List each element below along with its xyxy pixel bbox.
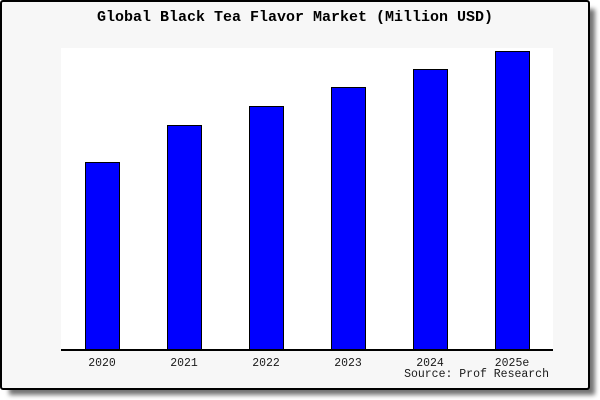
bar-2025e [494,51,530,349]
bar-slot [143,48,225,349]
chart-title: Global Black Tea Flavor Market (Million … [96,9,494,26]
bar-slot [225,48,307,349]
bar-2023 [330,87,366,349]
x-tick-label-2023: 2023 [334,357,362,370]
bar-slot [307,48,389,349]
x-tick-label-2022: 2022 [252,357,280,370]
bar-2022 [248,106,284,349]
x-axis-labels: 2020 2021 2022 2023 2024 2025e [61,357,553,370]
source-note: Source: Prof Research [404,368,549,381]
chart-figure: Global Black Tea Flavor Market (Million … [0,0,590,390]
bars [61,48,553,349]
bar-2021 [166,125,202,349]
x-tick-label-2021: 2021 [170,357,198,370]
bar-slot [389,48,471,349]
bar-2024 [412,69,448,349]
x-tick-label-2024: 2024 [416,357,444,370]
bar-slot [471,48,553,349]
x-tick-label-2020: 2020 [88,357,116,370]
x-tick-label-2025e: 2025e [494,357,530,370]
bar-2020 [84,162,120,349]
plot-area [61,48,553,351]
bar-slot [61,48,143,349]
